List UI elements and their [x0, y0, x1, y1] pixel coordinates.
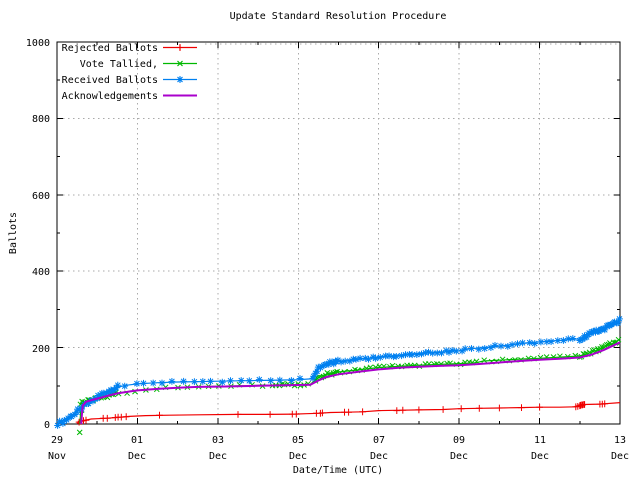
x-tick-label-13dec-day: 13: [614, 435, 626, 446]
y-tick-label-600: 600: [32, 191, 50, 202]
y-tick-label-0: 0: [44, 420, 50, 431]
x-tick-label-09dec-month: Dec: [450, 451, 468, 462]
x-tick-label-11dec-month: Dec: [531, 451, 549, 462]
x-tick-label-05dec-month: Dec: [289, 451, 307, 462]
legend-sample-0: [163, 44, 197, 51]
x-tick-label-05dec-day: 05: [292, 435, 304, 446]
legend-samples: [163, 44, 197, 97]
x-tick-label-29nov-day: 29: [51, 435, 63, 446]
y-tick-label-1000: 1000: [26, 38, 50, 49]
x-tick-label-03dec-month: Dec: [209, 451, 227, 462]
x-tick-label-01dec-day: 01: [131, 435, 143, 446]
chart-title: Update Standard Resolution Procedure: [230, 11, 447, 22]
x-axis-title: Date/Time (UTC): [293, 465, 383, 476]
y-tick-label-400: 400: [32, 267, 50, 278]
series-acknowledgements-line: [80, 341, 621, 425]
x-tick-label-29nov-month: Nov: [48, 451, 66, 462]
x-tick-label-11dec-day: 11: [534, 435, 546, 446]
x-tick-label-13dec-month: Dec: [611, 451, 629, 462]
legend-label-acknowledgements: Acknowledgements: [62, 91, 158, 102]
x-tick-label-01dec-month: Dec: [128, 451, 146, 462]
y-tick-label-800: 800: [32, 114, 50, 125]
legend-label-vote-tallied: Vote Tallied,: [80, 59, 158, 70]
chart-plot-area: [54, 41, 623, 436]
y-tick-label-200: 200: [32, 344, 50, 355]
x-tick-label-03dec-day: 03: [212, 435, 224, 446]
y-axis-title: Ballots: [8, 212, 19, 254]
x-tick-label-09dec-day: 09: [453, 435, 465, 446]
legend-sample-1: [163, 60, 197, 67]
legend-label-received-ballots: Received Ballots: [62, 75, 158, 86]
legend-label-rejected-ballots: Rejected Ballots: [62, 43, 158, 54]
series-rejected-ballots: [75, 400, 621, 426]
legend-sample-2: [163, 76, 197, 83]
x-tick-label-07dec-month: Dec: [370, 451, 388, 462]
series-rejected-ballots-markers: [75, 400, 609, 426]
gridlines: [58, 43, 619, 423]
x-tick-label-07dec-day: 07: [373, 435, 385, 446]
series-acknowledgements: [80, 341, 621, 425]
